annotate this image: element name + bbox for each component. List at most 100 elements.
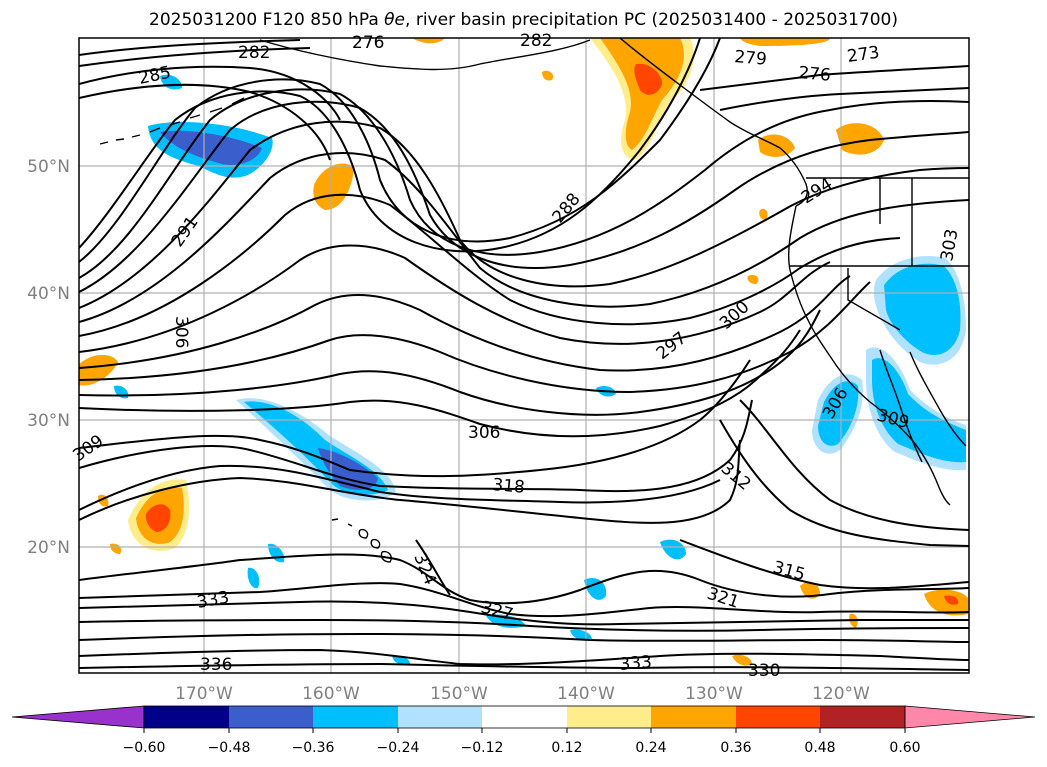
colorbar-cell: [398, 706, 482, 728]
colorbar-extend-low: [11, 705, 145, 729]
contour-line: [79, 399, 753, 493]
contour-line: [79, 439, 741, 524]
lon-label-140W: 140°W: [557, 684, 615, 704]
contour-line: [719, 419, 969, 547]
colorbar-tick-label: 0.36: [720, 740, 751, 756]
state-borders: [790, 178, 969, 331]
contour-line: [79, 281, 871, 394]
precip-negative-area: [247, 567, 260, 589]
contour-line: [79, 582, 969, 618]
alaska-coast: [259, 39, 591, 71]
precip-positive-area: [110, 543, 122, 554]
contour-label: 333: [619, 652, 653, 675]
colorbar-cell: [651, 706, 736, 728]
colorbar-tick-label: −0.24: [377, 740, 420, 756]
alaska-panhandle-coast: [619, 38, 808, 207]
colorbar-tick-label: −0.48: [208, 740, 251, 756]
colorbar-extend-high: [904, 705, 1036, 729]
contour-line: [79, 359, 751, 478]
west-coast-north-america: [787, 205, 951, 506]
precip-positive-area: [747, 274, 759, 284]
baja-coast: [879, 349, 923, 463]
contour-line: [79, 464, 721, 511]
colorbar-tick-label: 0.60: [889, 740, 920, 756]
lon-label-150W: 150°W: [430, 684, 488, 704]
colorbar-cell: [820, 706, 905, 728]
contour-line: [79, 244, 831, 353]
contour-label: 336: [200, 655, 232, 675]
precip-strong-positive-area: [944, 595, 959, 605]
contour-line: [79, 38, 701, 253]
contour-label: 273: [846, 43, 881, 67]
contour-line: [79, 65, 341, 121]
contour-line: [79, 632, 969, 643]
map-frame: [78, 37, 970, 674]
precip-positive-area: [79, 354, 118, 386]
contour-label: 318: [492, 475, 526, 498]
precip-negative-area: [584, 577, 607, 600]
contour-line: [79, 275, 851, 372]
lon-label-170W: 170°W: [175, 684, 233, 704]
contour-line: [679, 539, 969, 590]
contour-line: [415, 539, 451, 596]
precip-strong-positive-area: [634, 63, 662, 95]
colorbar-tick-label: −0.60: [123, 740, 166, 756]
colorbar-cell: [144, 706, 229, 728]
contour-line: [79, 600, 969, 626]
precip-positive-area: [759, 208, 768, 220]
contour-line: [79, 618, 969, 632]
title-theta-symbol: θe: [384, 10, 406, 30]
coastlines: [99, 38, 969, 563]
precip-positive-area: [412, 38, 445, 44]
contour-line: [79, 38, 721, 263]
lat-label-30N: 30°N: [27, 411, 70, 431]
title-run: 2025031200 F120 850 hPa: [149, 10, 379, 30]
precip-strong-negative-area: [160, 130, 262, 166]
gulf-of-california-coast: [909, 351, 967, 447]
contour-line: [719, 87, 969, 111]
aleutian-islands: [99, 97, 245, 145]
precip-negative-area: [818, 381, 859, 446]
theta-e-contours: [79, 38, 969, 671]
contour-label: 306: [468, 423, 500, 443]
contour-label: 279: [734, 47, 768, 70]
precip-positive-area: [740, 38, 830, 46]
contour-line: [699, 65, 969, 91]
title-rest: , river basin precipitation PC (20250314…: [405, 10, 898, 30]
contour-label: 276: [352, 33, 384, 53]
contour-label: 282: [520, 31, 552, 51]
lat-label-40N: 40°N: [27, 284, 70, 304]
lon-label-130W: 130°W: [685, 684, 743, 704]
contour-line: [739, 399, 969, 531]
precip-positive-area: [800, 581, 820, 599]
precip-positive-area: [924, 589, 968, 616]
precip-strong-positive-area: [145, 504, 171, 532]
precip-positive-area: [836, 123, 884, 155]
graticule: [79, 38, 969, 673]
precip-positive-area: [600, 38, 684, 150]
contour-line: [79, 309, 821, 416]
colorbar-tick-label: −0.12: [461, 740, 504, 756]
contour-label: 276: [798, 63, 832, 86]
precip-negative-area: [660, 539, 686, 560]
contour-line: [79, 83, 331, 161]
contour-line: [79, 193, 901, 337]
colorbar: −0.60 −0.48 −0.36 −0.24 −0.12 0.12 0.24 …: [11, 705, 1036, 756]
contour-line: [79, 329, 801, 438]
colorbar-cell: [567, 706, 651, 728]
colorbar-cell: [736, 706, 820, 728]
precip-negative-area: [884, 263, 961, 356]
map-panel: [79, 38, 969, 673]
precip-positive-area: [542, 70, 554, 81]
colorbar-cell: [313, 706, 398, 728]
precip-positive-area: [313, 163, 354, 210]
contour-label: 306: [171, 316, 191, 348]
latitude-labels: 50°N 40°N 30°N 20°N: [27, 157, 70, 558]
hawaiian-islands: [331, 518, 392, 563]
colorbar-cell: [229, 706, 313, 728]
lat-label-50N: 50°N: [27, 157, 70, 177]
contour-line: [79, 120, 969, 309]
colorbar-tick-label: 0.12: [551, 740, 582, 756]
colorbar-frame: [143, 705, 906, 729]
